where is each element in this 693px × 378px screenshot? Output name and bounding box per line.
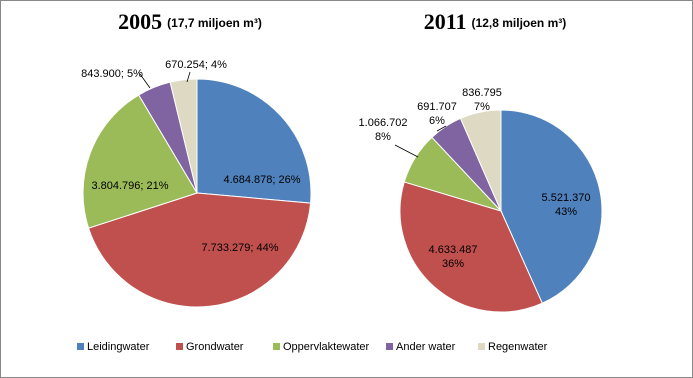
legend-label: Leidingwater [87, 341, 150, 353]
data-label-line: 4.633.487 [429, 244, 478, 256]
data-label-line: 4.684.878; 26% [223, 174, 300, 186]
subtitle: (12,8 miljoen m³) [472, 16, 567, 30]
leader-line [139, 73, 151, 89]
data-label: 691.707 6% [417, 101, 457, 127]
pie-slice [500, 109, 603, 304]
title: 2005 [118, 9, 162, 34]
leader-line [436, 125, 447, 132]
data-label-line: 843.900; 5% [81, 68, 143, 80]
pie-slice [169, 78, 198, 194]
legend-swatch [478, 343, 485, 350]
data-label-line: 1.066.702 [359, 117, 408, 129]
data-label-line: 5.521.370 [542, 192, 591, 204]
data-label: 5.521.370 43% [542, 192, 591, 218]
legend-label: Regenwater [488, 341, 548, 353]
legend-swatch [273, 343, 280, 350]
pie-slice [196, 78, 312, 204]
subtitle: (17,7 miljoen m³) [167, 16, 262, 30]
pie-slice [82, 94, 198, 229]
data-label-line: 670.254; 4% [165, 59, 227, 71]
data-label: 4.684.878; 26% [223, 174, 300, 186]
legend-swatch [386, 343, 393, 350]
data-label-line: 7% [474, 101, 490, 113]
data-label-line: 836.795 [462, 87, 502, 99]
legend-label: Ander water [396, 341, 456, 353]
legend-label: Grondwater [186, 341, 244, 353]
data-label: 843.900; 5% [81, 68, 143, 80]
data-label: 4.633.487 36% [429, 244, 478, 270]
data-label-line: 36% [442, 258, 464, 270]
leader-line [186, 71, 191, 83]
data-label-line: 43% [555, 206, 577, 218]
data-label: 7.733.279; 44% [201, 242, 278, 254]
data-label: 1.066.702 8% [359, 117, 408, 143]
leader-line [394, 144, 419, 158]
data-label-line: 8% [375, 131, 391, 143]
title: 2011 [424, 9, 467, 34]
legend-swatch [77, 343, 84, 350]
chart-title: 2005 (17,7 miljoen m³) [118, 9, 262, 34]
data-label-line: 6% [429, 115, 445, 127]
data-label: 670.254; 4% [165, 59, 227, 71]
data-label-line: 691.707 [417, 101, 457, 113]
legend-swatch [176, 343, 183, 350]
legend-label: Oppervlaktewater [283, 341, 370, 353]
data-label: 3.804.796; 21% [91, 180, 168, 192]
pie-slice [459, 109, 502, 212]
pie-slice [399, 181, 543, 313]
data-label-line: 7.733.279; 44% [201, 242, 278, 254]
pie-slice [87, 192, 312, 308]
data-label-line: 3.804.796; 21% [91, 180, 168, 192]
chart-title: 2011 (12,8 miljoen m³) [424, 9, 566, 34]
data-label: 836.795 7% [462, 87, 502, 113]
